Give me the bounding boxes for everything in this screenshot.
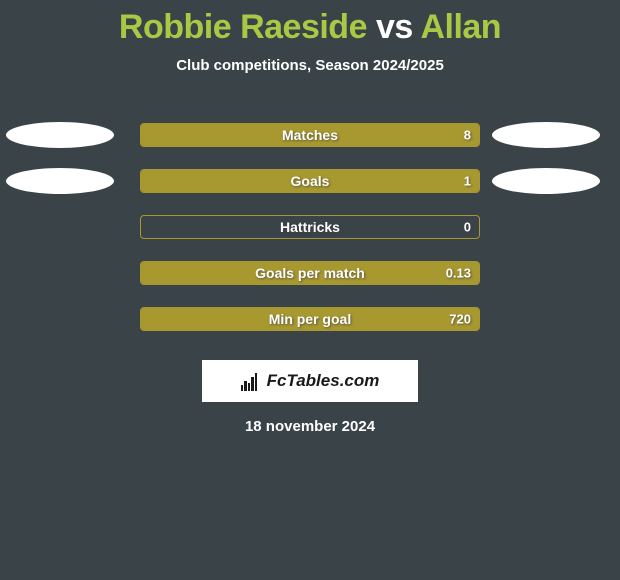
stat-value: 1 <box>464 174 471 189</box>
player2-marker <box>492 168 600 194</box>
stat-value: 0.13 <box>446 266 471 281</box>
stat-bar: Min per goal720 <box>140 307 480 331</box>
title-player2: Allan <box>420 8 501 46</box>
stat-value: 0 <box>464 220 471 235</box>
stat-bar-fill <box>141 170 479 192</box>
bars-chart-icon <box>241 371 261 391</box>
stat-row: Goals per match0.13 <box>0 250 620 296</box>
title-player1: Robbie Raeside <box>119 8 367 46</box>
footer-date: 18 november 2024 <box>0 418 620 435</box>
brand-badge: FcTables.com <box>202 360 418 402</box>
stat-row: Goals1 <box>0 158 620 204</box>
stat-bar: Goals1 <box>140 169 480 193</box>
player1-marker <box>6 168 114 194</box>
stat-row: Hattricks0 <box>0 204 620 250</box>
stat-bar: Matches8 <box>140 123 480 147</box>
subtitle: Club competitions, Season 2024/2025 <box>0 57 620 74</box>
page-title: Robbie Raeside vs Allan <box>0 0 620 47</box>
player1-marker <box>6 122 114 148</box>
stat-bar-fill <box>141 124 479 146</box>
stat-bar: Goals per match0.13 <box>140 261 480 285</box>
title-vs: vs <box>376 8 413 46</box>
player2-marker <box>492 122 600 148</box>
stat-value: 720 <box>449 312 471 327</box>
brand-text: FcTables.com <box>267 371 380 391</box>
stat-row: Matches8 <box>0 112 620 158</box>
comparison-chart: Matches8 Goals1 Hattricks0 Goals per match0… <box>0 112 620 342</box>
stat-label: Hattricks <box>141 219 479 235</box>
stat-row: Min per goal720 <box>0 296 620 342</box>
stat-bar: Hattricks0 <box>140 215 480 239</box>
stat-value: 8 <box>464 128 471 143</box>
stat-bar-fill <box>141 262 479 284</box>
stat-bar-fill <box>141 308 479 330</box>
